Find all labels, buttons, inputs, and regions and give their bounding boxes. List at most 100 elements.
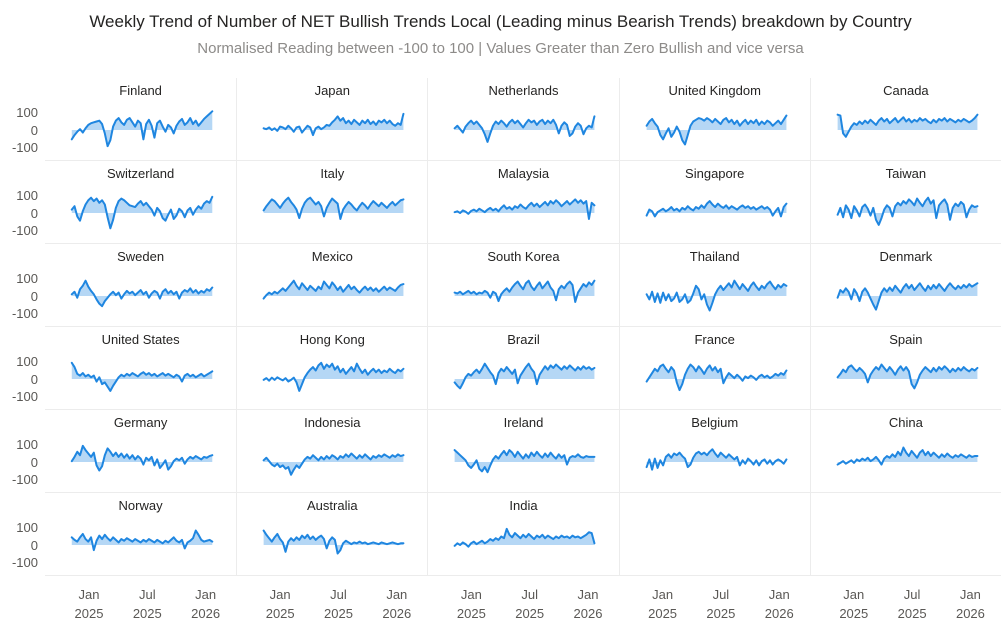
facet-title: Netherlands	[488, 83, 559, 98]
area-chart	[428, 434, 618, 492]
facet-japan: Japan	[236, 78, 427, 160]
facet-mexico: Mexico	[236, 244, 427, 326]
chart-title: Weekly Trend of Number of NET Bullish Tr…	[89, 12, 912, 31]
y-tick-label: -100	[11, 140, 38, 155]
x-tick-label: Jan 2025	[839, 585, 868, 623]
facet-norway: Norway	[45, 493, 236, 575]
facet-italy: Italy	[236, 161, 427, 243]
trend-line	[264, 454, 404, 475]
trend-line	[264, 363, 404, 391]
trend-line	[72, 446, 213, 471]
x-tick-month: Jul	[330, 587, 347, 602]
x-tick-year: 2026	[573, 606, 603, 621]
area-chart	[45, 517, 236, 575]
area-chart	[620, 351, 810, 409]
trend-line	[264, 198, 404, 219]
facet-title: Sweden	[117, 249, 165, 264]
y-axis: 100 0 -100	[0, 493, 45, 576]
y-axis: 100 0 -100	[0, 327, 45, 410]
x-tick-month: Jul	[521, 587, 538, 602]
facet-title: China	[888, 415, 923, 430]
y-tick-label: 0	[30, 206, 38, 221]
trend-line	[264, 281, 404, 299]
trend-line	[837, 283, 977, 309]
facet-united-states: United States	[45, 327, 236, 409]
y-tick-label: -100	[11, 472, 38, 487]
y-tick-label: 100	[16, 271, 38, 286]
x-tick-month: Jul	[138, 587, 156, 602]
area-chart	[811, 102, 1001, 160]
facet-hong-kong: Hong Kong	[236, 327, 427, 409]
x-tick-year: 2025	[456, 606, 486, 621]
facet-germany: Germany	[45, 410, 236, 492]
facet-title: Brazil	[507, 332, 540, 347]
trend-line	[72, 197, 213, 228]
area-fill	[837, 364, 978, 389]
area-fill	[455, 363, 595, 389]
facet-row: 100 0 -100 Norway Australia India	[0, 493, 1001, 576]
area-fill	[837, 197, 978, 225]
x-tick-month: Jul	[712, 587, 730, 602]
area-fill	[646, 201, 787, 217]
x-tick-label: Jan 2026	[765, 585, 794, 623]
facet-title: India	[509, 498, 538, 513]
x-tick-month: Jan	[843, 587, 865, 602]
y-axis: 100 0 -100	[0, 78, 45, 161]
facet-france: France	[618, 327, 810, 409]
area-chart	[45, 102, 236, 160]
area-chart	[237, 434, 427, 492]
area-chart	[620, 185, 810, 243]
facet-row: 100 0 -100 Finland Japan Netherlands United Ki…	[0, 78, 1001, 161]
facet-title: Singapore	[685, 166, 745, 181]
facet-title: Denmark	[879, 249, 933, 264]
facet-netherlands: Netherlands	[427, 78, 618, 160]
facet-china: China	[809, 410, 1001, 492]
facet-australia: Australia	[236, 493, 427, 575]
x-tick-label: Jan 2026	[191, 585, 220, 623]
x-tick-label: Jan 2026	[956, 585, 985, 623]
area-chart	[45, 351, 236, 409]
trend-line	[72, 531, 213, 551]
x-axis-column: Jan 2025 Jul 2025 Jan 2026	[810, 585, 1001, 627]
trend-line	[72, 111, 213, 146]
y-tick-label: 100	[16, 437, 38, 452]
area-chart	[45, 185, 236, 243]
y-tick-label: 100	[16, 520, 38, 535]
area-chart	[237, 102, 427, 160]
facet-title: Canada	[883, 83, 929, 98]
trend-line	[646, 116, 786, 145]
area-chart	[237, 351, 427, 409]
facet-empty	[618, 493, 810, 575]
area-chart	[237, 185, 427, 243]
facet-row: 100 0 -100 United States Hong Kong Brazil Fran…	[0, 327, 1001, 410]
facet-cells: Finland Japan Netherlands United Kingdom Can…	[45, 78, 1001, 161]
x-tick-year: 2026	[955, 606, 985, 621]
y-tick-label: 0	[30, 372, 38, 387]
y-tick-label: -100	[11, 555, 38, 570]
trend-line	[646, 365, 786, 391]
trend-line	[646, 449, 786, 469]
trend-line	[837, 198, 977, 225]
facet-title: Taiwan	[885, 166, 927, 181]
x-tick-label: Jul 2025	[706, 585, 735, 623]
facet-title: Indonesia	[304, 415, 361, 430]
facet-empty	[809, 493, 1001, 575]
facet-title: Mexico	[311, 249, 353, 264]
area-chart	[237, 268, 427, 326]
x-tick-label: Jan 2025	[648, 585, 677, 623]
x-tick-month: Jan	[460, 587, 482, 602]
area-chart	[45, 434, 236, 492]
area-chart	[428, 268, 618, 326]
x-tick-month: Jan	[269, 587, 291, 602]
x-tick-year: 2026	[191, 606, 221, 621]
x-tick-label: Jan 2026	[382, 585, 411, 623]
facet-cells: United States Hong Kong Brazil France Spain	[45, 327, 1001, 410]
area-chart	[620, 434, 810, 492]
facet-cells: Sweden Mexico South Korea Thailand Denmark	[45, 244, 1001, 327]
facet-title: Finland	[119, 83, 162, 98]
x-tick-label: Jan 2025	[457, 585, 486, 623]
facet-taiwan: Taiwan	[809, 161, 1001, 243]
trend-line	[646, 281, 786, 311]
trend-line	[264, 531, 404, 554]
